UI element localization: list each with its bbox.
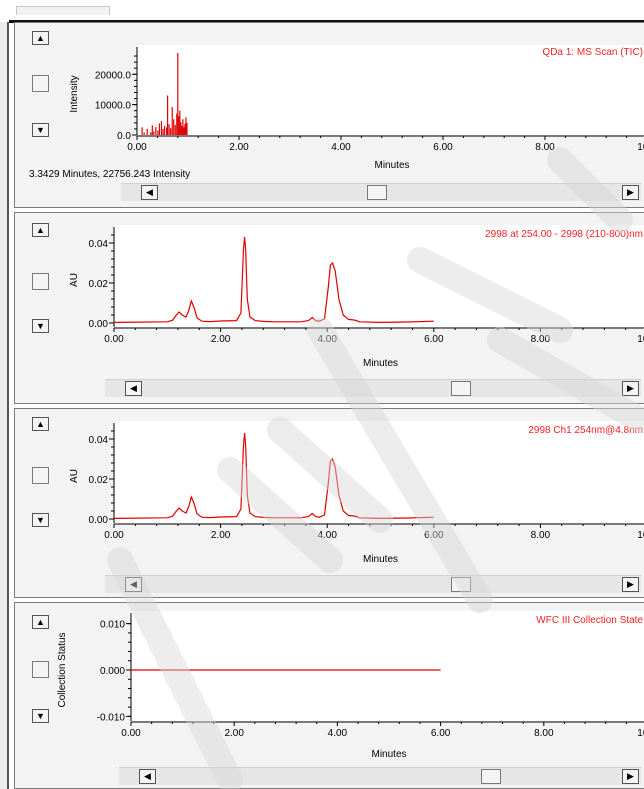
y-tick-label: 0.000 (100, 666, 125, 677)
scroll-up-button[interactable]: ▲ (32, 615, 49, 629)
x-tick-label: 0.00 (127, 142, 147, 153)
y-tick-label: 0.02 (89, 279, 109, 290)
x-tick-label: 4.00 (317, 334, 337, 345)
plot-area (114, 225, 644, 327)
x-tick-label: 8.00 (531, 334, 551, 345)
chart-title: 2998 Ch1 254nm@4.8nm (528, 425, 643, 436)
x-tick-label: 8.00 (535, 142, 555, 153)
scroll-down-button[interactable]: ▼ (32, 709, 49, 723)
cursor-readout: 3.3429 Minutes, 22756.243 Intensity (29, 169, 191, 180)
scroll-thumb-horizontal[interactable] (481, 769, 501, 784)
x-tick-label: 10.0 (637, 142, 644, 153)
scroll-up-button[interactable]: ▲ (32, 223, 49, 237)
chart-title: WFC III Collection State (536, 615, 643, 626)
chart-panel-ms-scan: 0.00 2.00 4.00 6.00 8.00 10.0 Minutes 0.0 10000.… (14, 22, 644, 208)
x-axis-label: Minutes (363, 554, 398, 565)
scroll-thumb-horizontal[interactable] (451, 381, 471, 396)
x-axis-label: Minutes (363, 358, 398, 369)
scroll-thumb-vertical[interactable] (32, 75, 49, 92)
chart-title: 2998 at 254.00 - 2998 (210-800)nm (485, 229, 643, 240)
plot-area (131, 611, 644, 721)
horizontal-scrollbar[interactable]: ◀ ▶ (105, 575, 641, 593)
scroll-down-button[interactable]: ▼ (32, 319, 49, 333)
scroll-left-button[interactable]: ◀ (141, 185, 158, 200)
horizontal-scrollbar[interactable]: ◀ ▶ (105, 379, 641, 397)
y-tick-label: 20000.0 (95, 70, 132, 81)
series-line (113, 432, 434, 520)
chart-panel-wfc-collection: 0.00 2.00 4.00 6.00 8.00 10.0 Minutes -0.010 0.0… (14, 602, 644, 789)
scroll-up-button[interactable]: ▲ (32, 31, 49, 45)
scroll-up-button[interactable]: ▲ (32, 417, 49, 431)
x-tick-label: 4.00 (328, 728, 348, 739)
scroll-thumb-horizontal[interactable] (367, 185, 387, 200)
x-tick-label: 6.00 (431, 728, 451, 739)
x-axis-label: Minutes (374, 160, 409, 171)
scroll-down-button[interactable]: ▼ (32, 123, 49, 137)
chart-svg: 0.00 2.00 4.00 6.00 8.00 10.0 Minutes 0.00 0.02 0… (69, 421, 644, 565)
horizontal-scrollbar[interactable]: ◀ ▶ (121, 183, 641, 201)
x-tick-label: 4.00 (317, 530, 337, 541)
y-tick-label: 10000.0 (95, 101, 132, 112)
y-axis-label: AU (69, 273, 80, 287)
chart-panel-2998-254: 0.00 2.00 4.00 6.00 8.00 10.0 Minutes 0.00 0.02 0… (14, 212, 644, 404)
scroll-down-button[interactable]: ▼ (32, 513, 49, 527)
y-tick-label: 0.0 (117, 131, 131, 142)
y-tick-label: -0.010 (97, 712, 126, 723)
x-tick-label: 6.00 (433, 142, 453, 153)
horizontal-scrollbar[interactable]: ◀ ▶ (119, 767, 641, 785)
scroll-left-button[interactable]: ◀ (125, 381, 142, 396)
scroll-right-button[interactable]: ▶ (622, 381, 639, 396)
y-axis-label: AU (69, 469, 80, 483)
chart-svg: 0.00 2.00 4.00 6.00 8.00 10.0 Minutes -0.010 0.0… (57, 611, 644, 760)
y-tick-label: 0.00 (89, 319, 109, 330)
y-tick-label: 0.04 (89, 435, 109, 446)
series-sticks (141, 53, 188, 135)
scroll-left-button[interactable]: ◀ (139, 769, 156, 784)
chart-panel-2998-ch1: 0.00 2.00 4.00 6.00 8.00 10.0 Minutes 0.00 0.02 0… (14, 408, 644, 598)
x-tick-label: 10.0 (637, 530, 644, 541)
y-axis-label: Collection Status (57, 632, 68, 707)
scroll-right-button[interactable]: ▶ (622, 769, 639, 784)
scroll-thumb-vertical[interactable] (32, 467, 49, 484)
x-tick-label: 6.00 (424, 334, 444, 345)
series-line (113, 236, 434, 324)
x-tick-label: 10.0 (637, 728, 644, 739)
scroll-thumb-horizontal[interactable] (451, 577, 471, 592)
x-tick-label: 8.00 (534, 728, 554, 739)
top-strip (0, 0, 644, 22)
chart-title: QDa 1: MS Scan (TIC) (542, 47, 643, 58)
chart-svg: 0.00 2.00 4.00 6.00 8.00 10.0 Minutes 0.0 10000.… (69, 45, 644, 171)
window-tab[interactable] (16, 6, 110, 15)
plot-area (137, 45, 644, 135)
scroll-thumb-vertical[interactable] (32, 273, 49, 290)
x-tick-label: 6.00 (424, 530, 444, 541)
x-tick-label: 2.00 (211, 334, 231, 345)
scroll-right-button[interactable]: ▶ (622, 185, 639, 200)
x-tick-label: 8.00 (531, 530, 551, 541)
x-tick-label: 4.00 (331, 142, 351, 153)
x-axis-label: Minutes (371, 749, 406, 760)
x-tick-label: 2.00 (224, 728, 244, 739)
scroll-left-button[interactable]: ◀ (125, 577, 142, 592)
header-divider (9, 20, 644, 23)
x-tick-label: 10.0 (637, 334, 644, 345)
y-tick-label: 0.04 (89, 239, 109, 250)
y-tick-label: 0.02 (89, 475, 109, 486)
x-tick-label: 2.00 (211, 530, 231, 541)
y-axis-label: Intensity (69, 75, 80, 112)
x-tick-label: 0.00 (121, 728, 141, 739)
x-tick-label: 2.00 (229, 142, 249, 153)
y-tick-label: 0.010 (100, 620, 125, 631)
y-tick-label: 0.00 (89, 515, 109, 526)
left-frame (0, 22, 9, 789)
scroll-right-button[interactable]: ▶ (622, 577, 639, 592)
scroll-thumb-vertical[interactable] (32, 661, 49, 678)
x-tick-label: 0.00 (104, 530, 124, 541)
x-tick-label: 0.00 (104, 334, 124, 345)
plot-area (114, 421, 644, 523)
chart-svg: 0.00 2.00 4.00 6.00 8.00 10.0 Minutes 0.00 0.02 0… (69, 225, 644, 369)
